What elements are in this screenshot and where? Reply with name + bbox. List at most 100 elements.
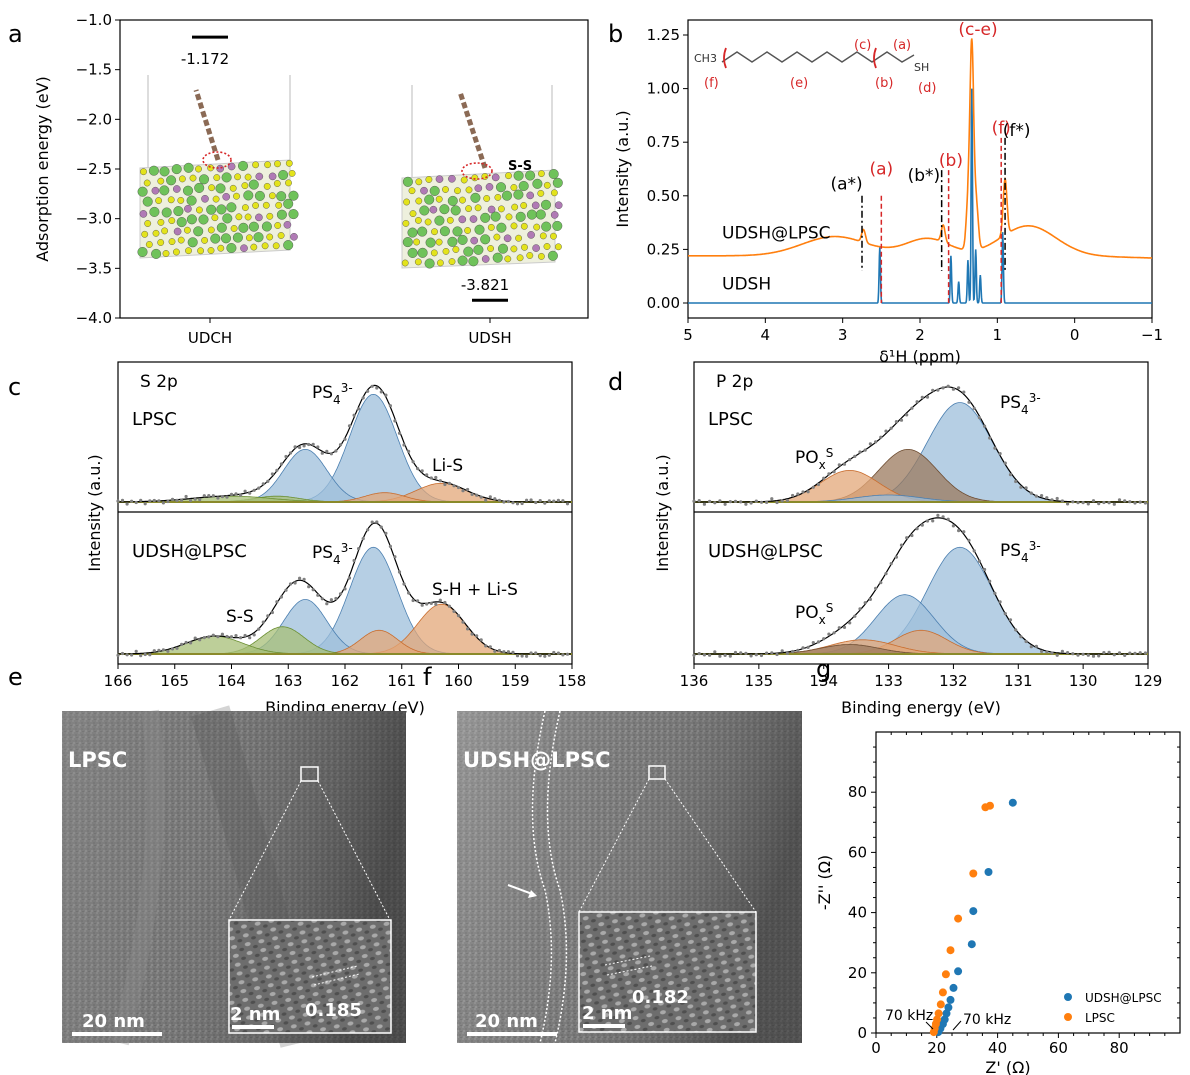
slab-atom [159,166,170,177]
slab-atom [172,248,180,256]
data-point [765,651,769,655]
data-point [379,390,383,394]
slab-atom [220,233,231,244]
data-point [370,384,374,388]
slab-atom [539,232,547,240]
slab-atom [485,183,494,191]
slab-atom [468,256,479,267]
data-point [894,555,899,559]
data-point [1143,651,1147,655]
slab-atom [227,162,236,171]
slab-atom [448,174,456,183]
data-point [713,501,717,505]
data-point [547,499,551,503]
data-point [515,654,520,658]
data-point-lpsc [936,1000,945,1009]
slab-atom [452,226,463,237]
data-point [425,602,429,606]
data-point [842,462,847,466]
slab-atom [226,202,237,213]
data-point [1071,652,1075,656]
slab-atom [167,196,175,204]
data-point [466,487,470,492]
data-point [484,498,488,502]
data-point [447,481,451,485]
data-point-lpsc [954,914,963,923]
data-point [765,500,769,504]
slab-atom [283,198,294,209]
data-point [702,653,707,657]
xtick-label: 135 [745,672,774,690]
slab-atom [273,180,281,187]
slab-atom [285,179,292,187]
ytick-label: 0.75 [647,133,680,151]
slab-atom [157,218,165,226]
slab-atom [520,222,528,230]
energy-value-udch: -1.172 [181,50,229,68]
slab-atom [407,247,418,258]
slab-atom [155,197,163,205]
slab-atom [431,228,438,236]
data-point [556,498,561,502]
fit-component-blue [118,393,571,503]
data-point [511,650,515,655]
slab-atom [201,194,209,203]
slab-atom [424,218,432,226]
data-point [692,499,696,503]
data-point [1045,650,1049,654]
data-point [1091,499,1096,503]
slab-atom [446,216,454,224]
xtick-label: 162 [331,672,360,690]
slab-atom [230,225,238,232]
slab-atom [168,238,176,246]
data-point [739,500,743,504]
slab-atom [420,186,428,195]
slab-atom [535,209,546,220]
legend-label: UDSH@LPSC [1085,991,1162,1005]
ytick-label: −2.0 [76,110,112,128]
data-point [475,634,479,638]
data-point-lpsc [941,970,950,979]
peak-label: POxS [795,446,833,472]
data-point [157,648,161,652]
data-point [407,449,411,453]
data-point-udsh-lpsc [984,868,993,876]
slab-atom [210,233,221,244]
slab-atom [215,183,226,194]
subpanel-label: LPSC [132,409,177,430]
data-point [941,515,945,519]
data-point [1102,500,1106,505]
data-point [125,653,129,657]
data-point [202,636,206,640]
slab-atom [442,247,450,255]
slab-atom [183,226,191,234]
data-point [416,467,420,471]
data-point [275,600,279,604]
data-point [920,395,924,399]
data-point [270,472,274,476]
data-point [193,636,197,640]
data-point [279,595,283,599]
slab-atom [171,164,182,175]
data-point [229,492,234,496]
ytick-label: 60 [848,843,867,861]
slab-atom [532,244,540,252]
data-point [1066,651,1070,655]
scale-bar-f: 20 nm [475,1011,538,1032]
slab-atom [235,213,243,221]
data-point [229,635,234,639]
slab-atom [241,204,249,212]
data-point [565,502,570,506]
slab-atom [425,237,436,248]
slab-atom [452,246,460,253]
slab-atom [448,258,456,265]
data-point [520,654,524,658]
data-point [416,599,420,603]
data-point [1019,485,1023,489]
slab-atom [503,234,512,243]
subpanel-label: UDSH@LPSC [132,541,247,562]
data-point [343,587,347,591]
data-point [329,452,333,456]
data-point [1055,653,1059,657]
slab-atom [502,190,513,201]
